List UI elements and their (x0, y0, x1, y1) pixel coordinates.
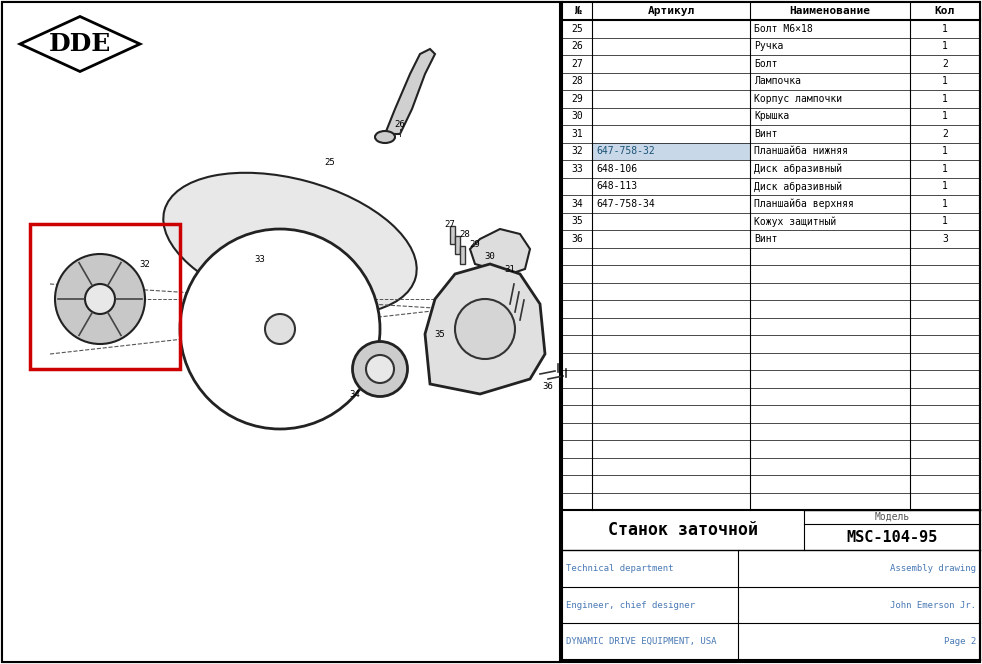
Ellipse shape (265, 314, 295, 344)
Text: DYNAMIC DRIVE EQUIPMENT, USA: DYNAMIC DRIVE EQUIPMENT, USA (566, 637, 717, 646)
Ellipse shape (55, 254, 145, 344)
Text: 29: 29 (469, 240, 480, 248)
Text: 35: 35 (572, 216, 583, 226)
Text: John Emerson Jr.: John Emerson Jr. (890, 600, 976, 610)
Text: Диск абразивный: Диск абразивный (754, 181, 843, 191)
Ellipse shape (85, 284, 115, 314)
Bar (450, 226, 455, 244)
Text: 648-113: 648-113 (596, 181, 637, 191)
Text: Ручка: Ручка (754, 41, 784, 51)
Text: Technical department: Technical department (566, 564, 674, 573)
Text: 30: 30 (485, 252, 495, 260)
Text: 3: 3 (942, 234, 948, 244)
Text: Планшайба нижняя: Планшайба нижняя (754, 146, 848, 156)
Polygon shape (470, 229, 530, 274)
Text: 1: 1 (942, 216, 948, 226)
Text: Болт М6×18: Болт М6×18 (754, 24, 813, 34)
Text: 2: 2 (942, 129, 948, 139)
Ellipse shape (180, 229, 380, 429)
Text: 34: 34 (572, 199, 583, 208)
Text: 647-758-34: 647-758-34 (596, 199, 655, 208)
Text: Корпус лампочки: Корпус лампочки (754, 94, 843, 104)
Text: Лампочка: Лампочка (754, 76, 801, 86)
Text: Наименование: Наименование (790, 6, 870, 16)
Text: №: № (573, 6, 580, 16)
Text: 33: 33 (572, 164, 583, 174)
Text: 29: 29 (572, 94, 583, 104)
Text: Assembly drawing: Assembly drawing (890, 564, 976, 573)
Text: 32: 32 (572, 146, 583, 156)
Bar (592, 143, 750, 160)
Text: 33: 33 (254, 254, 265, 264)
Text: 1: 1 (942, 164, 948, 174)
Polygon shape (385, 49, 435, 134)
Bar (2, 2, 560, 662)
Text: 31: 31 (505, 264, 516, 274)
Text: 31: 31 (572, 129, 583, 139)
Text: 1: 1 (942, 24, 948, 34)
Text: Болт: Болт (754, 58, 778, 69)
Text: 34: 34 (350, 390, 360, 398)
Text: Винт: Винт (754, 129, 778, 139)
Text: Кожух защитный: Кожух защитный (754, 216, 837, 226)
Ellipse shape (163, 173, 416, 315)
Text: Крышка: Крышка (754, 112, 790, 122)
Ellipse shape (366, 355, 394, 383)
Text: 32: 32 (139, 260, 150, 268)
Text: 25: 25 (325, 157, 336, 167)
Text: Артикул: Артикул (647, 6, 694, 16)
Text: 35: 35 (435, 329, 446, 339)
Ellipse shape (455, 299, 515, 359)
Text: 2: 2 (942, 58, 948, 69)
Text: 27: 27 (445, 220, 456, 228)
Text: Планшайба верхняя: Планшайба верхняя (754, 199, 854, 209)
Text: Винт: Винт (754, 234, 778, 244)
Text: 1: 1 (942, 76, 948, 86)
Bar (460, 246, 465, 264)
Ellipse shape (375, 131, 395, 143)
Bar (455, 236, 460, 254)
Text: 26: 26 (572, 41, 583, 51)
Text: 1: 1 (942, 41, 948, 51)
Text: 1: 1 (942, 112, 948, 122)
Text: 1: 1 (942, 199, 948, 208)
Polygon shape (20, 17, 140, 72)
Text: Модель: Модель (875, 512, 910, 522)
Text: Кол: Кол (935, 6, 955, 16)
Text: 36: 36 (543, 382, 554, 390)
Text: 26: 26 (395, 120, 406, 129)
Ellipse shape (353, 341, 408, 396)
Text: 1: 1 (942, 94, 948, 104)
Bar (562, 2, 980, 20)
Text: 27: 27 (572, 58, 583, 69)
Text: 647-758-32: 647-758-32 (596, 146, 655, 156)
Text: 30: 30 (572, 112, 583, 122)
Text: DDE: DDE (49, 32, 111, 56)
Text: Engineer, chief designer: Engineer, chief designer (566, 600, 695, 610)
Text: MSC-104-95: MSC-104-95 (846, 529, 938, 544)
Text: 1: 1 (942, 146, 948, 156)
Polygon shape (425, 264, 545, 394)
Text: Диск абразивный: Диск абразивный (754, 163, 843, 174)
Text: 1: 1 (942, 181, 948, 191)
Text: 25: 25 (572, 24, 583, 34)
Text: Станок заточной: Станок заточной (608, 521, 758, 539)
Text: 28: 28 (572, 76, 583, 86)
Text: 36: 36 (572, 234, 583, 244)
Bar (30, 224, 180, 369)
Text: 648-106: 648-106 (596, 164, 637, 174)
Text: Page 2: Page 2 (944, 637, 976, 646)
Text: 28: 28 (460, 230, 470, 238)
